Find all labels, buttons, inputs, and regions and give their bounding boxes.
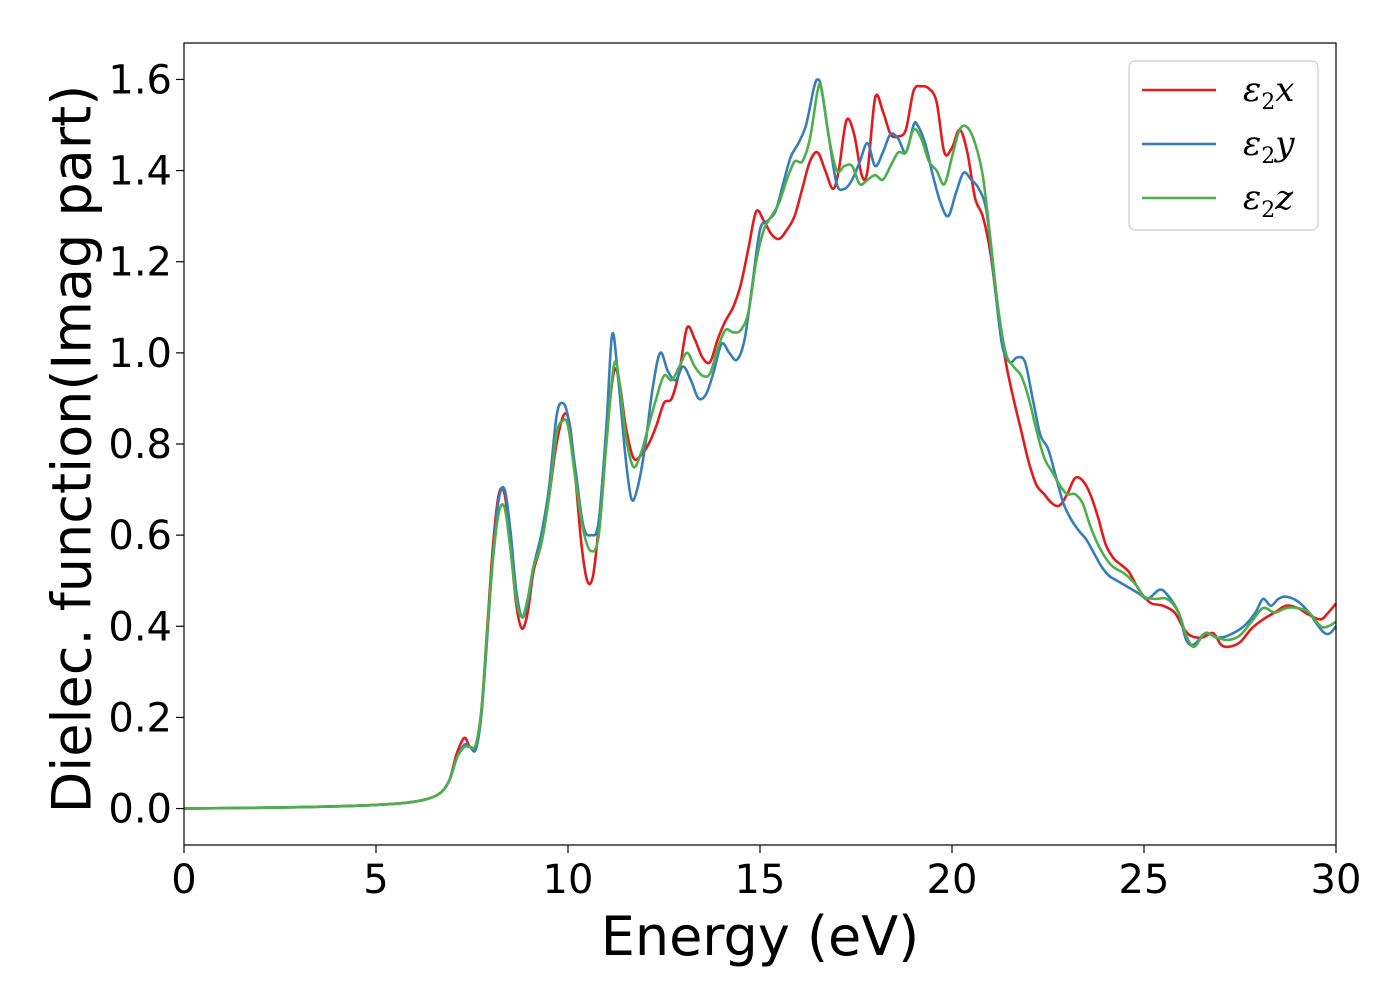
x-tick-label: 15 bbox=[735, 857, 786, 903]
legend-label-y: ε2y bbox=[1243, 124, 1295, 169]
legend-box bbox=[1128, 60, 1319, 231]
y-tick-label: 1.4 bbox=[108, 149, 172, 195]
legend-label-x: ε2x bbox=[1243, 70, 1294, 115]
x-tick-label: 10 bbox=[543, 857, 594, 903]
y-tick-label: 1.6 bbox=[108, 57, 172, 103]
y-tick-label: 0.6 bbox=[108, 513, 172, 559]
y-tick-label: 1.2 bbox=[108, 240, 172, 286]
x-tick-label: 20 bbox=[927, 857, 978, 903]
y-tick-label: 1.0 bbox=[108, 331, 172, 377]
y-tick-label: 0.2 bbox=[108, 695, 172, 741]
series-line-z bbox=[183, 82, 1337, 810]
x-tick-label: 30 bbox=[1311, 857, 1362, 903]
x-tick-label: 25 bbox=[1119, 857, 1170, 903]
y-tick-label: 0.8 bbox=[108, 422, 172, 468]
legend: ε2x ε2y ε2z bbox=[1128, 60, 1319, 231]
axis-ticks: 0 5 10 15 20 25 30 0.0 0.2 0.4 0.6 0.8 1.0 1.2 1.4 1.6 bbox=[108, 57, 1361, 903]
legend-label-z: ε2z bbox=[1243, 178, 1294, 223]
x-tick-label: 0 bbox=[171, 857, 196, 903]
y-tick-label: 0.0 bbox=[108, 787, 172, 833]
series-lines bbox=[183, 78, 1338, 810]
y-axis-label: Dielec. function(Imag part) bbox=[41, 85, 104, 814]
x-axis-label: Energy (eV) bbox=[601, 905, 920, 968]
y-tick-label: 0.4 bbox=[108, 604, 172, 650]
x-tick-label: 5 bbox=[363, 857, 388, 903]
